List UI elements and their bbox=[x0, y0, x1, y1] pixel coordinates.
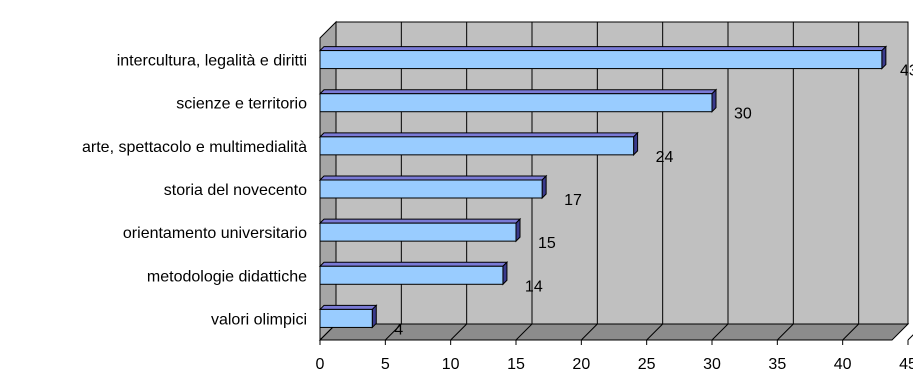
floor-gridline bbox=[646, 323, 664, 341]
bar bbox=[318, 174, 548, 200]
bar-front-face bbox=[319, 265, 504, 285]
category-label: storia del novecento bbox=[164, 182, 307, 199]
bar bbox=[318, 131, 639, 157]
bar-end-face bbox=[371, 304, 377, 329]
bar-front-face bbox=[319, 222, 517, 242]
x-tick-label: 0 bbox=[316, 356, 325, 373]
floor-gridline bbox=[907, 334, 913, 341]
category-label: orientamento universitario bbox=[123, 225, 307, 242]
category-label: arte, spettacolo e multimedialità bbox=[82, 139, 307, 156]
bar-end-face bbox=[541, 174, 547, 200]
bar-top-face bbox=[318, 175, 548, 181]
x-tick-label: 10 bbox=[442, 356, 460, 373]
category-labels: intercultura, legalità e diritti scienze … bbox=[82, 53, 307, 329]
bar-top-face bbox=[318, 132, 639, 138]
bar-end-face bbox=[633, 131, 639, 157]
x-tick-label: 30 bbox=[703, 356, 721, 373]
x-axis-tick-labels: 0 5 10 15 20 25 30 35 40 45 bbox=[316, 356, 913, 373]
bars bbox=[318, 45, 888, 329]
category-label: intercultura, legalità e diritti bbox=[117, 53, 307, 70]
floor-gridline bbox=[515, 323, 533, 341]
bar-top-face bbox=[318, 261, 509, 267]
x-tick-label: 5 bbox=[381, 356, 390, 373]
floor-gridline bbox=[842, 323, 860, 341]
data-label: 4 bbox=[394, 321, 403, 338]
data-label: 24 bbox=[656, 149, 674, 166]
bar-end-face bbox=[502, 261, 508, 286]
bar-top-face bbox=[318, 89, 718, 95]
category-label: valori olimpici bbox=[211, 311, 307, 328]
floor bbox=[318, 323, 910, 341]
data-label: 15 bbox=[538, 235, 556, 252]
floor-gridline bbox=[580, 323, 598, 341]
floor-gridline bbox=[711, 323, 729, 341]
bar-front-face bbox=[319, 179, 543, 199]
x-tick-label: 20 bbox=[572, 356, 590, 373]
bar bbox=[318, 45, 888, 70]
bar bbox=[318, 88, 718, 113]
bar-front-face bbox=[319, 308, 373, 328]
x-tick-label: 45 bbox=[899, 356, 913, 373]
bar bbox=[318, 217, 522, 243]
data-labels: 43 30 24 17 15 14 4 bbox=[394, 63, 913, 339]
category-label: metodologie didattiche bbox=[147, 268, 307, 285]
bar-end-face bbox=[515, 217, 521, 243]
x-tick-label: 15 bbox=[507, 356, 525, 373]
data-label: 14 bbox=[525, 278, 543, 295]
bar-top-face bbox=[318, 304, 378, 310]
data-label: 17 bbox=[564, 192, 582, 209]
bar-top-face bbox=[318, 46, 888, 52]
x-tick-label: 25 bbox=[638, 356, 656, 373]
bar-top-face bbox=[318, 218, 522, 224]
floor-gridline bbox=[776, 323, 794, 341]
x-tick-label: 35 bbox=[768, 356, 786, 373]
bar-front-face bbox=[319, 50, 883, 70]
bar-end-face bbox=[711, 88, 717, 113]
floor-gridline bbox=[450, 323, 468, 341]
data-label: 30 bbox=[734, 106, 752, 123]
bar bbox=[318, 261, 509, 286]
data-label: 43 bbox=[900, 63, 913, 80]
bar-end-face bbox=[881, 45, 887, 70]
x-tick-label: 40 bbox=[834, 356, 852, 373]
bar-front-face bbox=[319, 136, 635, 156]
floor-gridline bbox=[384, 323, 402, 341]
bar-front-face bbox=[319, 93, 713, 113]
bar bbox=[318, 304, 378, 329]
category-label: scienze e territorio bbox=[176, 96, 307, 113]
